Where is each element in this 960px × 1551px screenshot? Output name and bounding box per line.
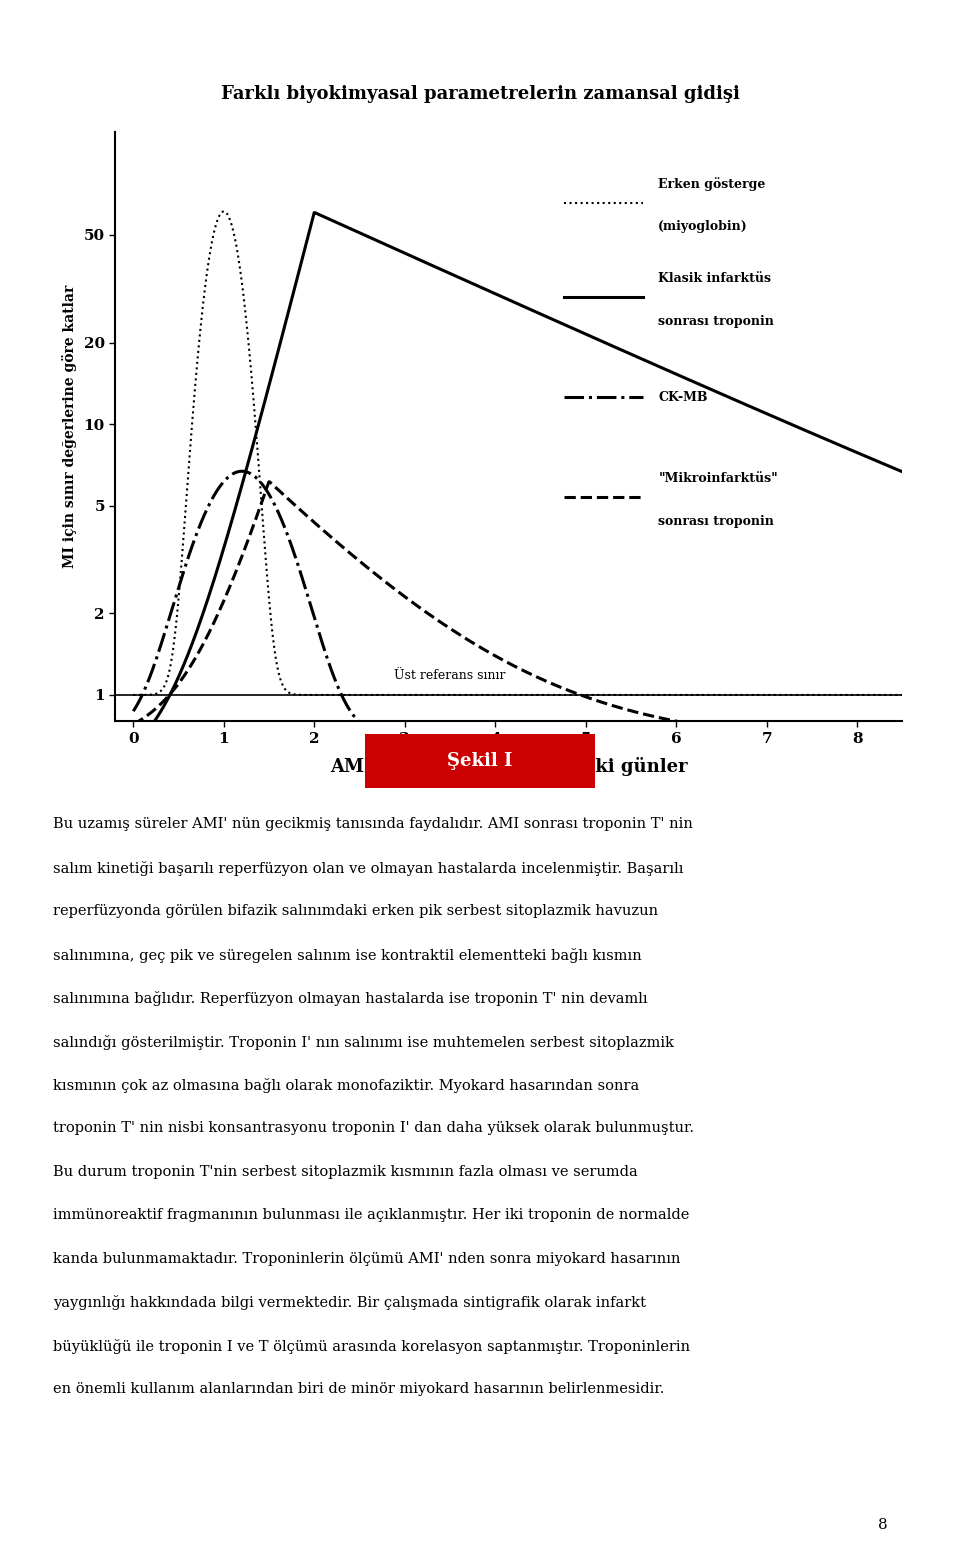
Text: en önemli kullanım alanlarından biri de minör miyokard hasarının belirlenmesidir: en önemli kullanım alanlarından biri de … <box>53 1382 664 1396</box>
Y-axis label: MI için sınır değerlerine göre katlar: MI için sınır değerlerine göre katlar <box>61 285 77 568</box>
Text: salındığı gösterilmiştir. Troponin I' nın salınımı ise muhtemelen serbest sitopl: salındığı gösterilmiştir. Troponin I' nı… <box>53 1035 674 1050</box>
Text: (miyoglobin): (miyoglobin) <box>659 220 748 233</box>
Text: CK-MB: CK-MB <box>659 391 708 403</box>
Text: Klasik infarktüs: Klasik infarktüs <box>659 271 772 285</box>
Text: Üst referans sınır: Üst referans sınır <box>395 668 506 681</box>
Text: büyüklüğü ile troponin I ve T ölçümü arasında korelasyon saptanmıştır. Troponinl: büyüklüğü ile troponin I ve T ölçümü ara… <box>53 1339 690 1354</box>
Text: immünoreaktif fragmanının bulunması ile açıklanmıştır. Her iki troponin de norma: immünoreaktif fragmanının bulunması ile … <box>53 1208 689 1222</box>
Text: reperfüzyonda görülen bifazik salınımdaki erken pik serbest sitoplazmik havuzun: reperfüzyonda görülen bifazik salınımdak… <box>53 904 658 918</box>
X-axis label: AMI başlangıcından sonraki günler: AMI başlangıcından sonraki günler <box>330 757 687 776</box>
Text: Erken gösterge: Erken gösterge <box>659 177 766 191</box>
Text: Şekil I: Şekil I <box>447 752 513 769</box>
Text: kanda bulunmamaktadır. Troponinlerin ölçümü AMI' nden sonra miyokard hasarının: kanda bulunmamaktadır. Troponinlerin ölç… <box>53 1252 681 1266</box>
Text: salım kinetiği başarılı reperfüzyon olan ve olmayan hastalarda incelenmiştir. Ba: salım kinetiği başarılı reperfüzyon olan… <box>53 861 684 876</box>
Text: sonrası troponin: sonrası troponin <box>659 315 775 327</box>
Text: yaygınlığı hakkındada bilgi vermektedir. Bir çalışmada sintigrafik olarak infark: yaygınlığı hakkındada bilgi vermektedir.… <box>53 1295 646 1311</box>
Text: sonrası troponin: sonrası troponin <box>659 515 775 527</box>
Text: kısmının çok az olmasına bağlı olarak monofaziktir. Myokard hasarından sonra: kısmının çok az olmasına bağlı olarak mo… <box>53 1078 639 1093</box>
Text: salınımına bağlıdır. Reperfüzyon olmayan hastalarda ise troponin T' nin devamlı: salınımına bağlıdır. Reperfüzyon olmayan… <box>53 991 647 1007</box>
Text: salınımına, geç pik ve süregelen salınım ise kontraktil elementteki bağlı kısmın: salınımına, geç pik ve süregelen salınım… <box>53 948 641 963</box>
Text: 8: 8 <box>878 1518 888 1532</box>
Text: "Mikroinfarktüs": "Mikroinfarktüs" <box>659 473 779 485</box>
Text: Bu uzamış süreler AMI' nün gecikmiş tanısında faydalıdır. AMI sonrası troponin T: Bu uzamış süreler AMI' nün gecikmiş tanı… <box>53 817 693 831</box>
Text: troponin T' nin nisbi konsantrasyonu troponin I' dan daha yüksek olarak bulunmuş: troponin T' nin nisbi konsantrasyonu tro… <box>53 1121 694 1135</box>
Text: Bu durum troponin T'nin serbest sitoplazmik kısmının fazla olması ve serumda: Bu durum troponin T'nin serbest sitoplaz… <box>53 1165 637 1179</box>
Text: Farklı biyokimyasal parametrelerin zamansal gidişi: Farklı biyokimyasal parametrelerin zaman… <box>221 85 739 104</box>
